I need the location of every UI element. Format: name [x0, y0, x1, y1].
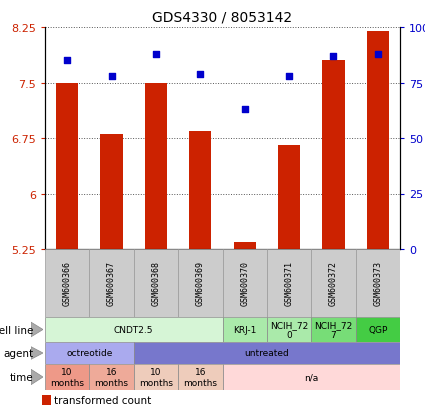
Bar [223, 364, 400, 390]
Bar [134, 249, 178, 317]
Point [153, 51, 159, 58]
Text: untreated: untreated [244, 349, 289, 358]
Text: NCIH_72
7: NCIH_72 7 [314, 320, 353, 339]
Bar [234, 242, 256, 249]
Bar [178, 249, 223, 317]
Text: 10
months: 10 months [50, 368, 84, 387]
Bar [178, 364, 223, 390]
Title: GDS4330 / 8053142: GDS4330 / 8053142 [153, 10, 292, 24]
Point [241, 107, 248, 113]
Text: KRJ-1: KRJ-1 [233, 325, 256, 334]
Text: cell line: cell line [0, 325, 33, 335]
Bar [45, 342, 134, 364]
Text: 10
months: 10 months [139, 368, 173, 387]
Bar [322, 61, 345, 249]
Text: GSM600368: GSM600368 [151, 261, 160, 306]
Text: GSM600369: GSM600369 [196, 261, 205, 306]
Polygon shape [31, 347, 43, 359]
Point [108, 74, 115, 80]
Text: GSM600366: GSM600366 [63, 261, 72, 306]
Text: transformed count: transformed count [54, 395, 152, 405]
Bar [267, 317, 311, 342]
Bar [45, 317, 223, 342]
Bar [223, 249, 267, 317]
Point [374, 51, 381, 58]
Bar [56, 83, 78, 249]
Bar [356, 249, 400, 317]
Bar [223, 317, 267, 342]
Bar [367, 32, 389, 249]
Text: GSM600373: GSM600373 [373, 261, 382, 306]
Bar [145, 83, 167, 249]
Text: GSM600367: GSM600367 [107, 261, 116, 306]
Text: time: time [9, 372, 33, 382]
Text: GSM600370: GSM600370 [240, 261, 249, 306]
Text: GSM600371: GSM600371 [285, 261, 294, 306]
Text: agent: agent [3, 348, 33, 358]
Bar [267, 249, 311, 317]
Bar [356, 317, 400, 342]
Polygon shape [31, 323, 43, 337]
Bar [100, 135, 123, 249]
Polygon shape [31, 369, 43, 385]
Bar [134, 364, 178, 390]
Text: GSM600372: GSM600372 [329, 261, 338, 306]
Bar [278, 146, 300, 249]
Text: 16
months: 16 months [94, 368, 128, 387]
Bar [311, 249, 356, 317]
Text: NCIH_72
0: NCIH_72 0 [270, 320, 308, 339]
Bar [42, 395, 51, 405]
Bar [89, 364, 134, 390]
Bar [45, 249, 89, 317]
Point [197, 71, 204, 78]
Bar [189, 131, 211, 249]
Bar [311, 317, 356, 342]
Bar [89, 249, 134, 317]
Text: octreotide: octreotide [66, 349, 113, 358]
Text: 16
months: 16 months [183, 368, 217, 387]
Bar [45, 364, 89, 390]
Point [286, 74, 292, 80]
Point [64, 58, 71, 64]
Text: CNDT2.5: CNDT2.5 [114, 325, 153, 334]
Point [330, 53, 337, 60]
Bar [134, 342, 400, 364]
Text: n/a: n/a [304, 373, 318, 382]
Text: QGP: QGP [368, 325, 388, 334]
